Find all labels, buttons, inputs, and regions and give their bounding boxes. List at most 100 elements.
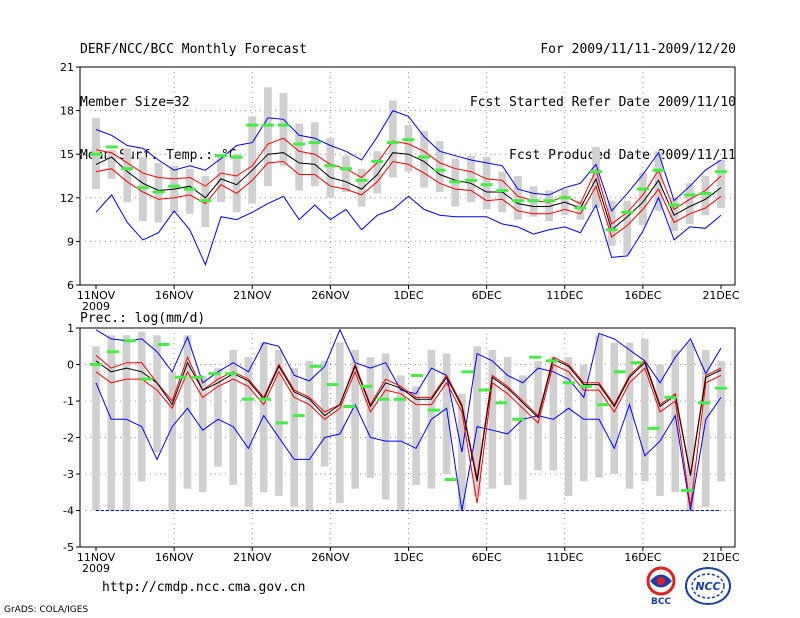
observed-marker xyxy=(360,384,373,388)
ensemble-box xyxy=(576,200,585,220)
ensemble-box xyxy=(686,342,695,511)
observed-marker xyxy=(309,364,322,368)
ensemble-box xyxy=(185,168,194,214)
x-year-label: 2009 xyxy=(82,300,110,313)
observed-marker xyxy=(543,199,556,203)
bcc-logo: BCC xyxy=(646,566,676,606)
observed-marker xyxy=(596,403,609,407)
ensemble-box xyxy=(123,148,132,203)
observed-marker xyxy=(191,375,204,379)
ensemble-box xyxy=(503,357,512,485)
observed-marker xyxy=(90,152,102,156)
y-tick-label: 15 xyxy=(60,148,74,161)
observed-marker xyxy=(261,123,274,127)
ensemble-box xyxy=(342,155,350,192)
ensemble-box xyxy=(610,342,619,474)
observed-marker xyxy=(199,199,212,203)
observed-marker xyxy=(277,123,290,127)
y-tick-label: -1 xyxy=(63,395,74,408)
observed-marker xyxy=(324,164,337,168)
ensemble-box xyxy=(564,357,573,496)
y-tick-label: 21 xyxy=(60,61,74,74)
source-url[interactable]: http://cmdp.ncc.cma.gov.cn xyxy=(102,580,306,595)
observed-marker xyxy=(225,372,238,376)
ensemble-box xyxy=(357,168,366,207)
ensemble-box xyxy=(248,116,257,204)
observed-marker xyxy=(157,342,170,346)
x-tick-label: 21DEC xyxy=(702,551,739,564)
observed-marker xyxy=(230,155,243,159)
observed-marker xyxy=(579,384,592,388)
ensemble-box xyxy=(244,357,253,507)
observed-marker xyxy=(683,193,696,197)
ensemble-box xyxy=(488,349,497,489)
observed-marker xyxy=(386,141,399,145)
min-line xyxy=(95,382,722,511)
observed-marker xyxy=(140,377,153,381)
observed-marker xyxy=(123,339,136,343)
ensemble-box xyxy=(122,335,131,511)
y-tick-label: -5 xyxy=(63,541,74,554)
observed-marker xyxy=(562,381,575,385)
observed-marker xyxy=(293,142,306,146)
ensemble-box xyxy=(717,360,725,482)
observed-marker xyxy=(308,141,321,145)
observed-marker xyxy=(183,187,196,191)
x-tick-label: 21NOV xyxy=(233,289,272,302)
observed-marker xyxy=(529,355,542,359)
plot-frame xyxy=(79,327,736,548)
ensemble-box xyxy=(640,338,649,482)
observed-marker xyxy=(512,417,525,421)
observed-marker xyxy=(136,186,149,190)
observed-marker xyxy=(246,123,259,127)
ensemble-box xyxy=(320,360,329,467)
y-tick-label: -3 xyxy=(63,468,74,481)
ensemble-box xyxy=(513,176,522,220)
y-tick-label: 18 xyxy=(60,105,74,118)
observed-marker xyxy=(621,210,634,214)
observed-marker xyxy=(715,170,727,174)
observed-marker xyxy=(613,370,626,374)
observed-marker xyxy=(121,167,134,171)
ensemble-box xyxy=(107,149,116,179)
observed-marker xyxy=(394,397,407,401)
observed-marker xyxy=(461,370,474,374)
ensemble-box xyxy=(420,130,429,188)
x-tick-label: 16DEC xyxy=(624,551,661,564)
observed-marker xyxy=(410,373,423,377)
observed-marker xyxy=(496,189,509,193)
ensemble-box xyxy=(107,335,116,511)
ensemble-box xyxy=(545,190,554,222)
max-line xyxy=(95,109,722,212)
observed-marker xyxy=(215,154,227,158)
ensemble-box xyxy=(366,357,375,478)
observed-marker xyxy=(343,404,356,408)
x-tick-label: 21DEC xyxy=(702,289,739,302)
y-tick-label: -4 xyxy=(63,505,74,518)
x-tick-label: 26NOV xyxy=(311,289,350,302)
observed-marker xyxy=(433,168,446,172)
observed-marker xyxy=(668,203,681,207)
ensemble-box xyxy=(397,375,405,511)
observed-marker xyxy=(402,138,415,142)
ensemble-box xyxy=(198,375,207,493)
x-tick-label: 6DEC xyxy=(472,289,502,302)
observed-marker xyxy=(371,159,384,163)
ensemble-box xyxy=(625,342,634,489)
observed-marker xyxy=(681,488,694,492)
x-tick-label: 6DEC xyxy=(472,551,502,564)
ensemble-box xyxy=(232,154,241,213)
observed-marker xyxy=(174,375,187,379)
ensemble-box xyxy=(259,342,268,493)
x-tick-label: 11NOV xyxy=(77,289,116,302)
ensemble-box xyxy=(214,368,222,467)
observed-marker xyxy=(418,155,431,159)
min-line xyxy=(95,194,722,267)
observed-marker xyxy=(647,426,660,430)
forecast-period: For 2009/11/11-2009/12/20 xyxy=(540,42,736,57)
plot-frame xyxy=(79,66,736,286)
ensemble-box xyxy=(183,335,192,489)
observed-marker xyxy=(527,199,540,203)
ensemble-box xyxy=(671,349,680,493)
